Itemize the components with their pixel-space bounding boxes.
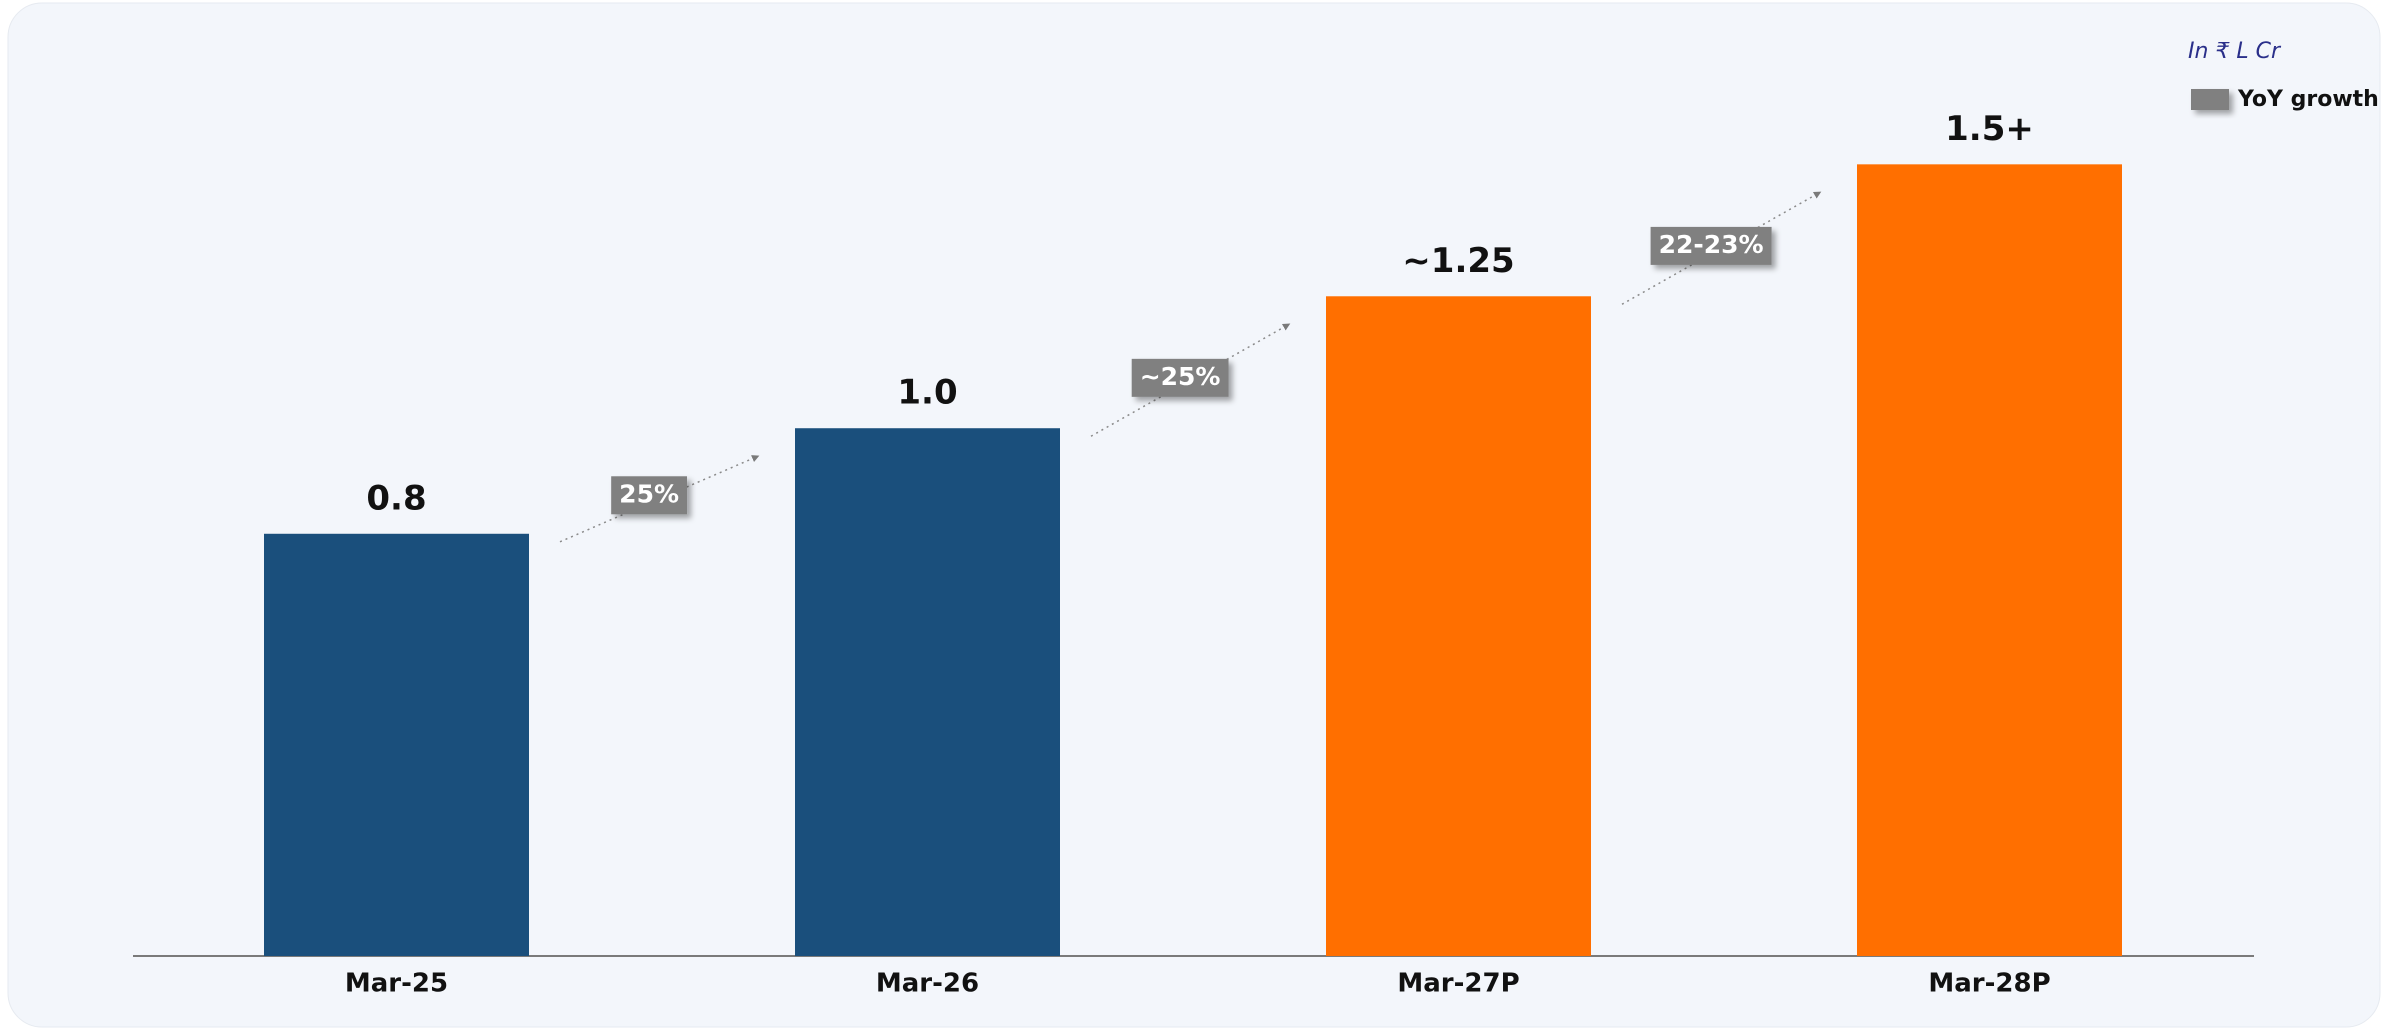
unit-note: In ₹ L Cr	[2188, 39, 2282, 64]
bar	[795, 428, 1060, 956]
legend-swatch	[2191, 89, 2229, 110]
value-label: 1.5+	[1945, 109, 2034, 149]
legend-label: YoY growth	[2237, 87, 2379, 112]
value-label: 1.0	[897, 373, 957, 413]
bar	[1326, 296, 1591, 956]
growth-label: 25%	[619, 479, 679, 508]
x-tick-label: Mar-27P	[1397, 969, 1519, 999]
growth-box	[611, 476, 688, 515]
bar	[1857, 164, 2122, 957]
value-label: ~1.25	[1402, 241, 1514, 281]
x-tick-label: Mar-25	[345, 969, 448, 999]
growth-arrow	[1621, 191, 1822, 305]
growth-label: 22-23%	[1659, 230, 1764, 259]
x-tick-label: Mar-28P	[1928, 969, 2050, 999]
growth-arrow	[1090, 323, 1291, 437]
bar	[264, 533, 529, 956]
value-label: 0.8	[366, 478, 426, 518]
growth-label: ~25%	[1140, 362, 1221, 391]
growth-box	[1650, 226, 1772, 265]
growth-box	[1131, 358, 1229, 397]
card	[7, 2, 2381, 1028]
x-tick-label: Mar-26	[876, 969, 979, 999]
